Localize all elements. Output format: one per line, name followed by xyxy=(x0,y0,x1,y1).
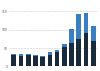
Bar xyxy=(40,56,45,57)
Bar xyxy=(19,54,23,56)
Bar xyxy=(69,43,74,66)
Bar xyxy=(69,29,74,43)
Bar xyxy=(11,54,16,55)
Bar xyxy=(62,44,67,47)
Bar xyxy=(40,57,45,66)
Bar xyxy=(19,56,23,66)
Bar xyxy=(76,14,81,39)
Bar xyxy=(62,47,67,66)
Bar xyxy=(76,39,81,66)
Bar xyxy=(48,52,52,55)
Bar xyxy=(33,57,38,66)
Bar xyxy=(11,55,16,66)
Bar xyxy=(84,13,88,33)
Bar xyxy=(55,52,60,66)
Bar xyxy=(91,26,96,41)
Bar xyxy=(33,55,38,57)
Bar xyxy=(26,55,31,66)
Bar xyxy=(48,55,52,66)
Bar xyxy=(55,49,60,52)
Bar xyxy=(91,41,96,66)
Bar xyxy=(26,54,31,55)
Bar xyxy=(84,33,88,66)
